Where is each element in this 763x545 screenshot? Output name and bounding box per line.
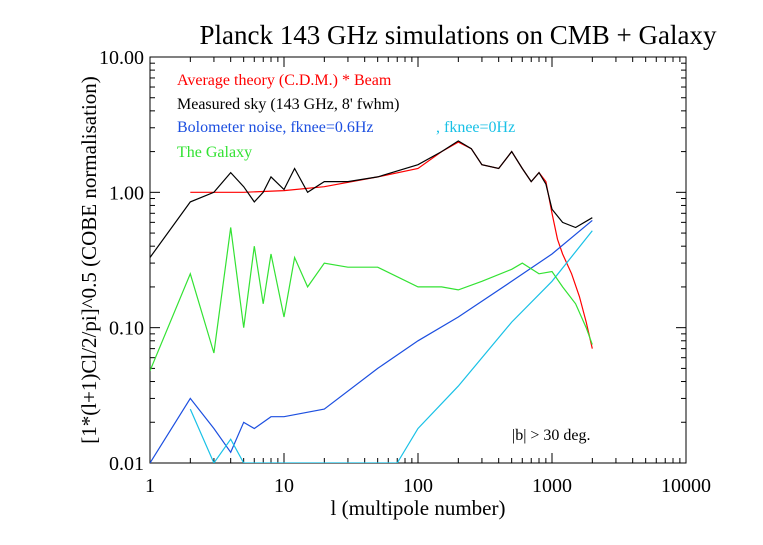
series-line-noise-fknee-0-6 (150, 219, 593, 463)
y-axis-label: [1*(l+1)Cl/2/pi]^0.5 (COBE normalisation… (77, 76, 101, 444)
series-line-noise-fknee-0 (189, 230, 593, 463)
series-lines (150, 140, 593, 463)
x-tick-label: 1 (145, 475, 155, 497)
legend-entry-theory: Average theory (C.D.M.) * Beam (177, 72, 392, 89)
legend-entry-measured-sky: Measured sky (143 GHz, 8' fwhm) (177, 96, 399, 113)
x-tick-label: 10 (274, 475, 294, 497)
series-line-galaxy (150, 227, 593, 372)
y-tick-label: 1.00 (109, 182, 144, 204)
latitude-cut-annotation: |b| > 30 deg. (512, 427, 591, 444)
chart-title: Planck 143 GHz simulations on CMB + Gala… (200, 20, 717, 50)
y-tick-label: 0.10 (109, 318, 144, 340)
x-tick-label: 1000 (532, 475, 572, 497)
y-tick-label: 0.01 (109, 453, 144, 475)
legend-entry-noise-fknee-0: , fknee=0Hz (436, 119, 515, 136)
plot-frame (149, 56, 687, 464)
series-line-measured-sky (150, 140, 593, 258)
x-axis-label: l (multipole number) (331, 496, 506, 520)
x-tick-label: 10000 (661, 475, 711, 497)
legend: Average theory (C.D.M.) * Beam Measured … (177, 72, 515, 161)
legend-entry-noise-fknee-0-6: Bolometer noise, fknee=0.6Hz (177, 119, 374, 136)
legend-entry-galaxy: The Galaxy (177, 144, 252, 161)
axis-ticks: 1 10 100 1000 10000 0.01 0.10 1.00 10.00 (99, 47, 711, 497)
x-tick-label: 100 (403, 475, 433, 497)
y-tick-label: 10.00 (99, 47, 144, 69)
